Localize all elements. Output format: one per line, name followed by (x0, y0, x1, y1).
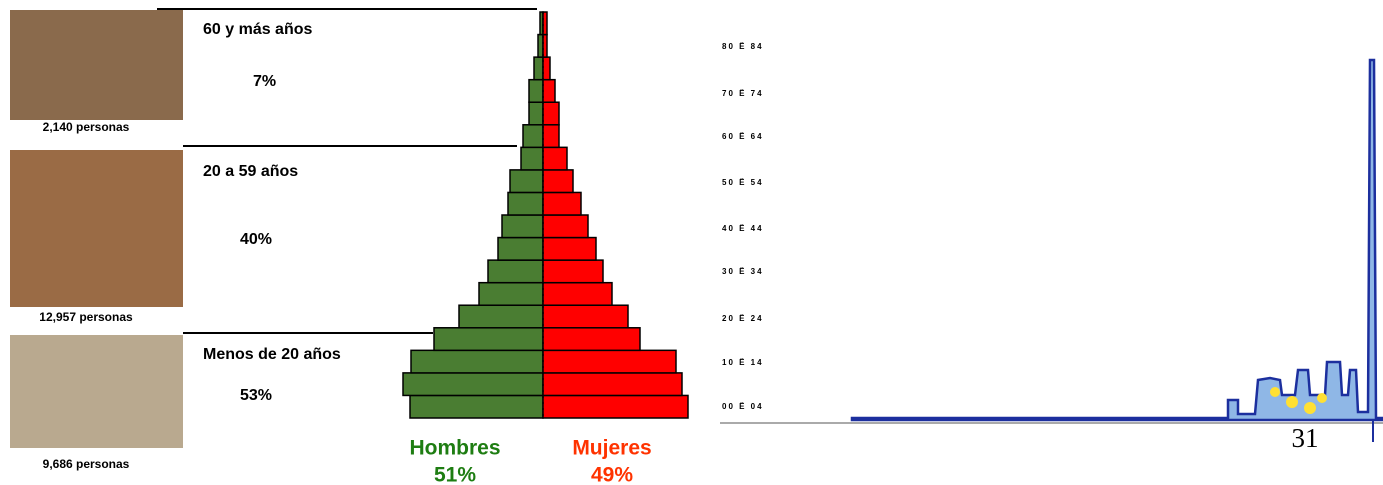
bar (528, 101, 544, 126)
side-label: 60 Ë 64 (722, 132, 764, 141)
slide-number: 31 (1292, 423, 1319, 453)
bar (542, 304, 629, 329)
bar (528, 78, 544, 103)
bar (542, 372, 683, 397)
decoration (1317, 393, 1327, 403)
legend-label: Mujeres (572, 437, 651, 460)
decoration (850, 58, 1383, 422)
side-label: 20 Ë 24 (722, 314, 764, 323)
bar (542, 236, 597, 261)
legend-share: 49% (591, 464, 633, 485)
side-label: 10 Ë 14 (722, 358, 764, 367)
bar (542, 56, 551, 81)
bar (542, 78, 556, 103)
side-label: 00 Ë 04 (722, 402, 764, 411)
photo (10, 335, 183, 448)
decoration (1286, 396, 1298, 408)
bar (478, 281, 544, 306)
bar (458, 304, 544, 329)
side-label: 70 Ë 74 (722, 89, 764, 98)
decoration (1270, 387, 1280, 397)
bar (542, 259, 604, 284)
photo (10, 10, 183, 120)
legend-label: Hombres (409, 437, 500, 460)
side-label: 50 Ë 54 (722, 178, 764, 187)
bar (542, 191, 582, 216)
decoration (1304, 402, 1316, 414)
bar (533, 56, 544, 81)
bar (542, 124, 560, 149)
bar (497, 236, 544, 261)
bar (402, 372, 544, 397)
group-count: 9,686 personas (43, 457, 130, 471)
bar (542, 169, 574, 194)
group-percent: 7% (253, 73, 276, 90)
bar (542, 214, 589, 239)
bar (542, 394, 689, 419)
group-label: 60 y más años (203, 21, 313, 38)
bar (542, 101, 560, 126)
side-label: 80 Ë 84 (722, 42, 764, 51)
group-label: 20 a 59 años (203, 163, 298, 180)
bar (409, 394, 544, 419)
side-label: 30 Ë 34 (722, 267, 764, 276)
bar (509, 169, 544, 194)
bar (410, 349, 544, 374)
bar (433, 327, 544, 352)
photo (10, 150, 183, 307)
group-count: 2,140 personas (43, 120, 130, 134)
group-percent: 40% (240, 231, 272, 248)
bar (520, 146, 544, 171)
group-label: Menos de 20 años (203, 346, 341, 363)
group-count: 12,957 personas (39, 310, 133, 324)
bar (542, 11, 548, 36)
bar (542, 349, 677, 374)
bar (522, 124, 544, 149)
bar (542, 281, 613, 306)
bar (507, 191, 544, 216)
bar (542, 146, 568, 171)
bar (501, 214, 544, 239)
bar (542, 327, 641, 352)
legend-share: 51% (434, 464, 476, 485)
bar (487, 259, 544, 284)
group-percent: 53% (240, 387, 272, 404)
side-label: 40 Ë 44 (722, 224, 764, 233)
